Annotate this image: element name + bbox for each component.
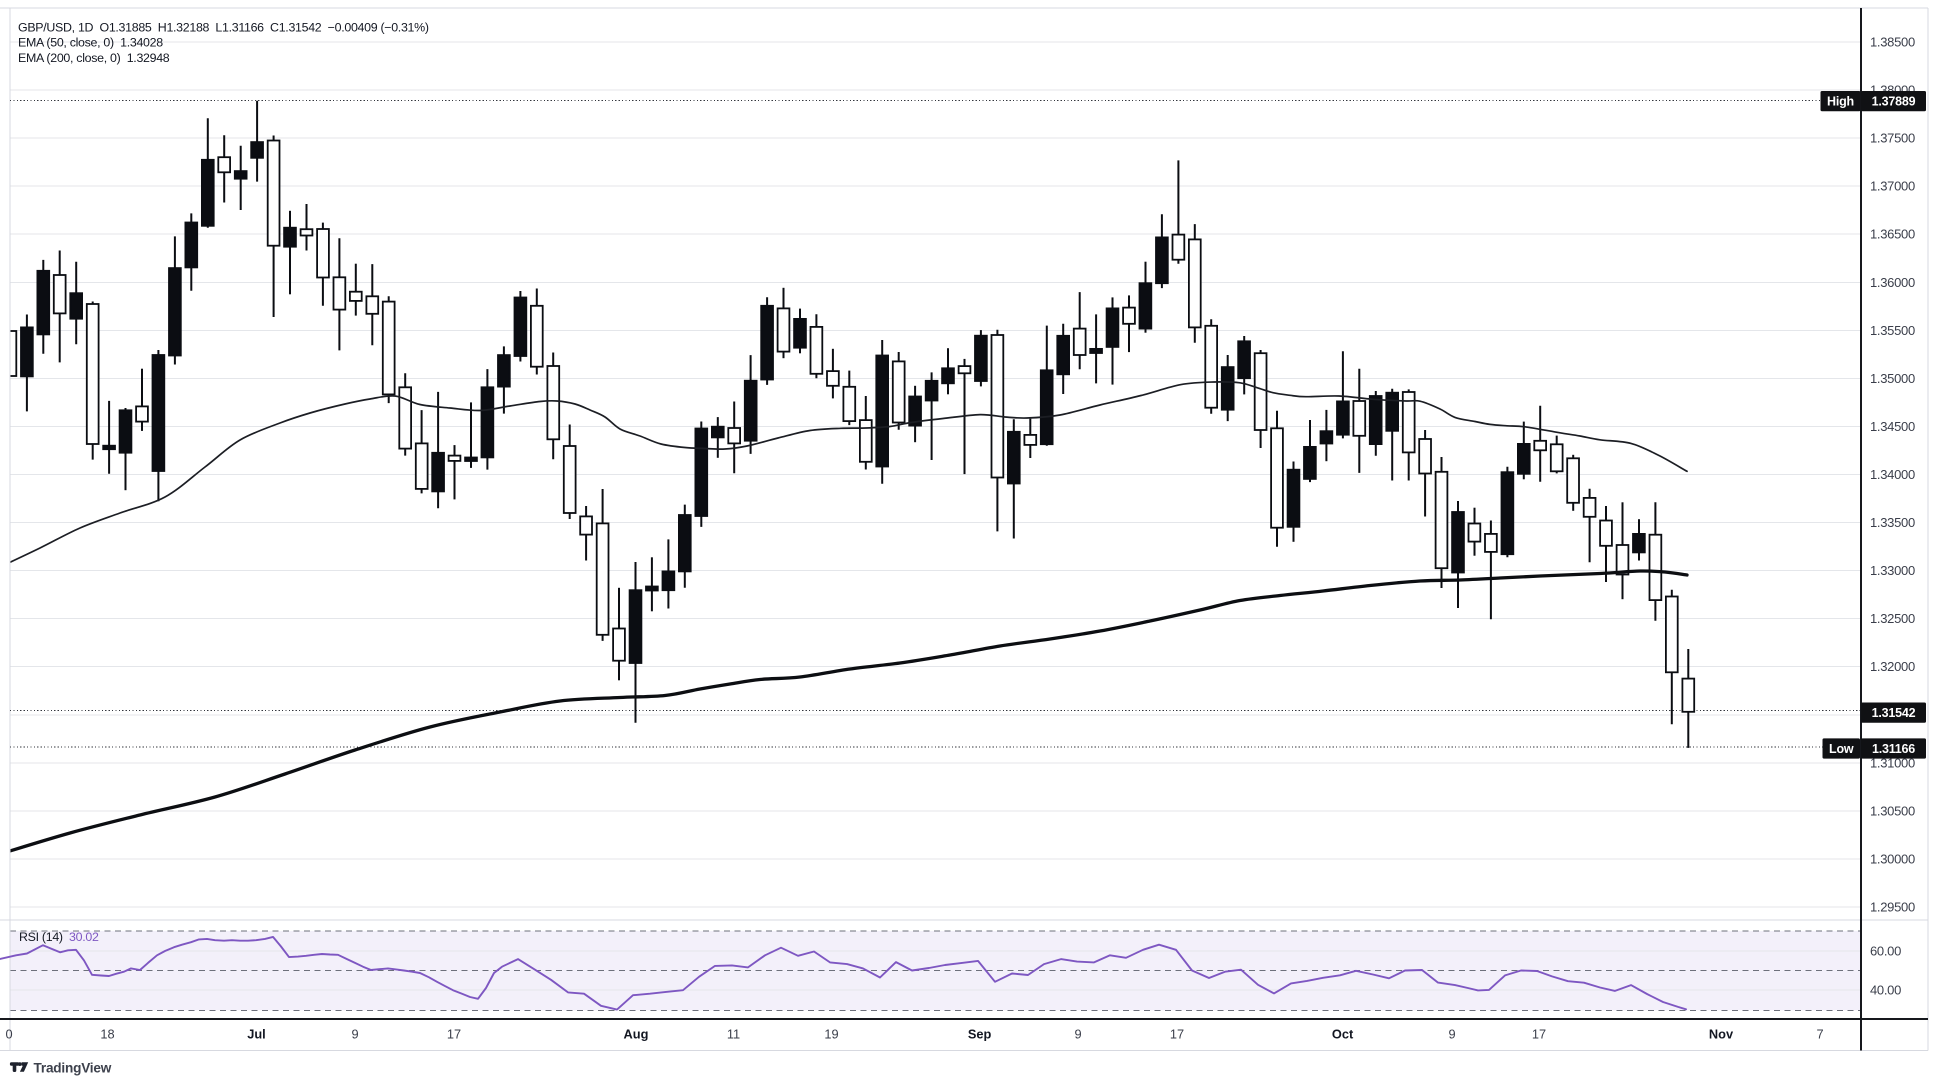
svg-text:1.37889: 1.37889 xyxy=(1872,95,1916,109)
svg-text:1.31000: 1.31000 xyxy=(1870,755,1915,770)
svg-text:1.29500: 1.29500 xyxy=(1870,900,1915,915)
svg-text:1.34000: 1.34000 xyxy=(1870,467,1915,482)
svg-text:1.33500: 1.33500 xyxy=(1870,515,1915,530)
svg-text:1.36000: 1.36000 xyxy=(1870,275,1915,290)
svg-text:1.36500: 1.36500 xyxy=(1870,227,1915,242)
svg-text:9: 9 xyxy=(351,1027,358,1042)
svg-text:1.35500: 1.35500 xyxy=(1870,323,1915,338)
svg-text:1.35000: 1.35000 xyxy=(1870,371,1915,386)
svg-text:1.34500: 1.34500 xyxy=(1870,419,1915,434)
svg-text:1.32500: 1.32500 xyxy=(1870,611,1915,626)
svg-text:1.31542: 1.31542 xyxy=(1872,706,1916,720)
svg-text:17: 17 xyxy=(1170,1027,1184,1042)
svg-text:Nov: Nov xyxy=(1709,1027,1734,1042)
svg-text:1.30000: 1.30000 xyxy=(1870,851,1915,866)
svg-text:0: 0 xyxy=(5,1027,12,1042)
svg-text:11: 11 xyxy=(727,1027,740,1042)
svg-text:TradingView: TradingView xyxy=(34,1060,112,1075)
svg-text:1.37000: 1.37000 xyxy=(1870,179,1915,194)
svg-text:7: 7 xyxy=(1816,1027,1823,1042)
svg-text:Aug: Aug xyxy=(624,1027,649,1042)
svg-text:Oct: Oct xyxy=(1332,1027,1354,1042)
svg-text:9: 9 xyxy=(1448,1027,1455,1042)
svg-text:17: 17 xyxy=(447,1027,461,1042)
svg-text:1.30500: 1.30500 xyxy=(1870,803,1915,818)
svg-text:GBP/USD, 1D O1.31885 H1.3218: GBP/USD, 1D O1.31885 H1.32188 L1.31166 C… xyxy=(18,21,429,35)
svg-text:17: 17 xyxy=(1532,1027,1546,1042)
svg-text:1.31166: 1.31166 xyxy=(1872,742,1915,756)
svg-text:60.00: 60.00 xyxy=(1870,944,1901,959)
svg-text:1.32000: 1.32000 xyxy=(1870,659,1915,674)
svg-text:EMA (50, close, 0) 1.34028: EMA (50, close, 0) 1.34028 xyxy=(18,36,163,50)
svg-text:1.37500: 1.37500 xyxy=(1870,131,1915,146)
svg-text:9: 9 xyxy=(1074,1027,1081,1042)
svg-text:Low: Low xyxy=(1829,742,1854,756)
svg-text:40.00: 40.00 xyxy=(1870,983,1901,998)
svg-text:18: 18 xyxy=(100,1027,114,1042)
svg-text:1.33000: 1.33000 xyxy=(1870,563,1915,578)
svg-text:1.38500: 1.38500 xyxy=(1870,35,1915,50)
svg-text:EMA (200, close, 0) 1.32948: EMA (200, close, 0) 1.32948 xyxy=(18,51,170,65)
svg-text:RSI (14) 30.02: RSI (14) 30.02 xyxy=(19,930,99,944)
svg-text:Jul: Jul xyxy=(247,1027,266,1042)
svg-text:High: High xyxy=(1827,95,1854,109)
svg-text:19: 19 xyxy=(824,1027,838,1042)
svg-text:Sep: Sep xyxy=(968,1027,992,1042)
